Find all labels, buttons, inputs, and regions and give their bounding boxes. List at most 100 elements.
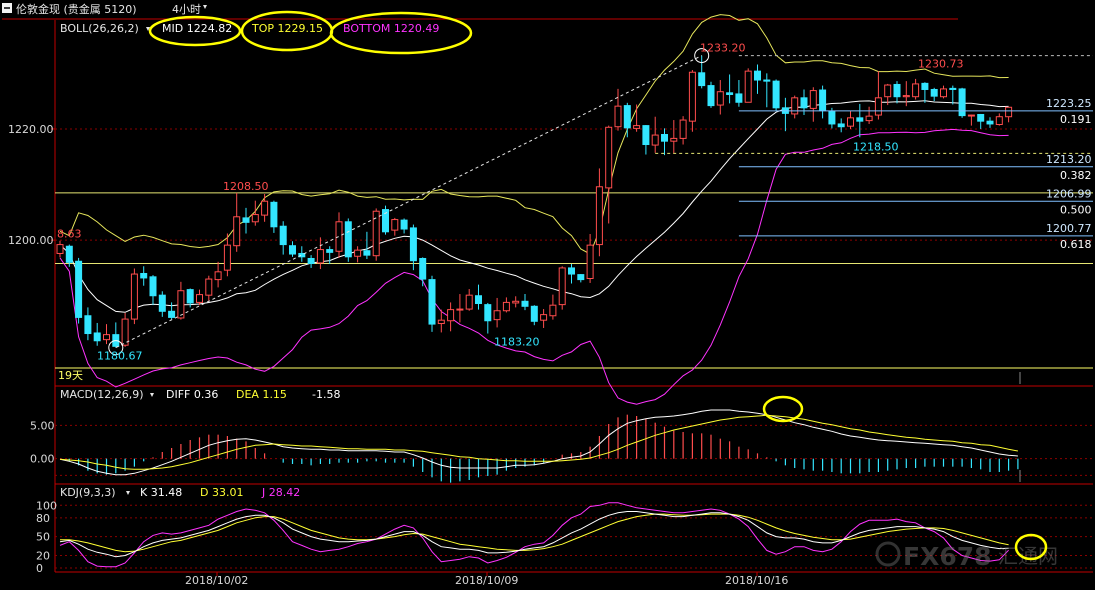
timeframe-dropdown-icon[interactable] (203, 5, 207, 9)
high-marker-circle (694, 48, 710, 64)
watermark-suffix: 汇通网 (998, 544, 1058, 568)
high-3-label: 1208.50 (223, 180, 269, 193)
candle-body (819, 89, 827, 112)
macd-dropdown-icon[interactable] (150, 393, 154, 397)
boll-top-label: TOP 1229.15 (251, 22, 323, 35)
candle-body (400, 219, 408, 230)
candle-body (493, 310, 501, 321)
macd-indicator-label[interactable]: MACD(12,26,9) (60, 388, 144, 401)
kdj-d-label: D 33.01 (200, 486, 243, 499)
candle-body (186, 289, 194, 304)
candle-body (884, 84, 892, 98)
candle-body (549, 304, 557, 317)
candle-body (270, 201, 278, 228)
fib-price-label: 1213.20 (1046, 153, 1092, 166)
candle-body (642, 125, 650, 146)
macd-diff-label: DIFF 0.36 (166, 388, 218, 401)
candle-body (409, 227, 417, 262)
fib-ratio-label: 0.382 (1060, 169, 1092, 182)
kdj-tick-label: 100 (36, 499, 57, 512)
kdj-dropdown-icon[interactable] (126, 491, 130, 495)
candle-body (456, 308, 464, 311)
kdj-tick-label: 80 (36, 512, 50, 525)
mid-highlight-ellipse (148, 15, 242, 47)
candle-body (316, 249, 324, 264)
timeframe-selector[interactable]: 4小时 (172, 3, 201, 16)
candle-body (921, 82, 929, 90)
candle-body (1005, 106, 1013, 118)
candle-body (902, 95, 910, 98)
candle-body (716, 91, 724, 106)
candle-body (568, 267, 575, 275)
boll-indicator-label[interactable]: BOLL(26,26,2) (60, 22, 139, 35)
candle-body (958, 88, 966, 117)
macd-dea-label: DEA 1.15 (236, 388, 287, 401)
candle-body (763, 79, 771, 82)
candle-body (865, 115, 873, 122)
low-2-label: 1183.20 (494, 336, 540, 349)
x-axis-label: 2018/10/02 (185, 574, 248, 587)
kdj-indicator-label[interactable]: KDJ(9,3,3) (60, 486, 116, 499)
candle-body (558, 267, 566, 306)
boll-dropdown-icon[interactable] (146, 27, 150, 31)
candle-body (735, 93, 743, 103)
fib-ratio-label: 0.618 (1060, 238, 1092, 251)
candle-body (484, 304, 492, 322)
candle-body (512, 300, 520, 304)
candle-body (930, 88, 938, 97)
candle-body (233, 216, 241, 247)
candle-body (242, 217, 250, 223)
candle-body (661, 134, 668, 142)
kdj-legend: KDJ(9,3,3) K 31.48 D 33.01 J 28.42 (60, 486, 300, 499)
boll-bottom-label: BOTTOM 1220.49 (343, 22, 439, 35)
candle-body (521, 300, 529, 307)
kdj-k-line (59, 511, 1009, 558)
candle-body (791, 97, 799, 115)
candle-body (614, 105, 622, 128)
candle-body (967, 114, 975, 117)
watermark-text: FX678 (903, 542, 992, 571)
candle-body (809, 90, 817, 109)
candle-body (633, 125, 641, 129)
watermark: FX678 汇通网 (875, 541, 1058, 571)
candle-body (475, 295, 482, 305)
candle-body (744, 70, 752, 103)
left-edge-label: 8.63 (57, 227, 82, 240)
macd-value-label: -1.58 (312, 388, 340, 401)
candle-body (65, 245, 73, 263)
candle-body (344, 221, 352, 258)
x-axis-label: 2018/10/09 (455, 574, 518, 587)
boll-mid-label: MID 1224.82 (162, 22, 232, 35)
candle-body (121, 318, 129, 346)
candle-body (465, 294, 473, 310)
fib-price-label: 1223.25 (1046, 97, 1092, 110)
kdj-d-line (60, 513, 1009, 553)
candle-body (419, 257, 427, 280)
candle-body (530, 305, 538, 322)
kdj-cross-highlight-ellipse (1014, 533, 1048, 561)
candle-body (540, 314, 548, 321)
candle-body (874, 97, 882, 116)
fib-price-label: 1200.77 (1046, 222, 1092, 235)
macd-tick-label: 0.00 (30, 453, 55, 466)
candle-body (354, 249, 362, 257)
kdj-k-label: K 31.48 (140, 486, 182, 499)
boll-top-line (59, 14, 1009, 255)
candle-body (912, 83, 920, 98)
candle-body (940, 88, 947, 98)
boll-bottom-line (59, 128, 1009, 405)
candle-body (828, 110, 836, 125)
macd-dea-line (59, 414, 1018, 470)
candle-body (140, 272, 148, 279)
trend-dashed-line (115, 55, 702, 349)
candle-body (595, 186, 603, 246)
kdj-tick-label: 50 (36, 531, 50, 544)
price-tick-label: 1220.00 (8, 123, 54, 136)
candle-body (800, 97, 808, 109)
candle-body (307, 257, 315, 264)
candle-body (726, 92, 734, 95)
macd-cross-highlight-ellipse (762, 395, 804, 423)
